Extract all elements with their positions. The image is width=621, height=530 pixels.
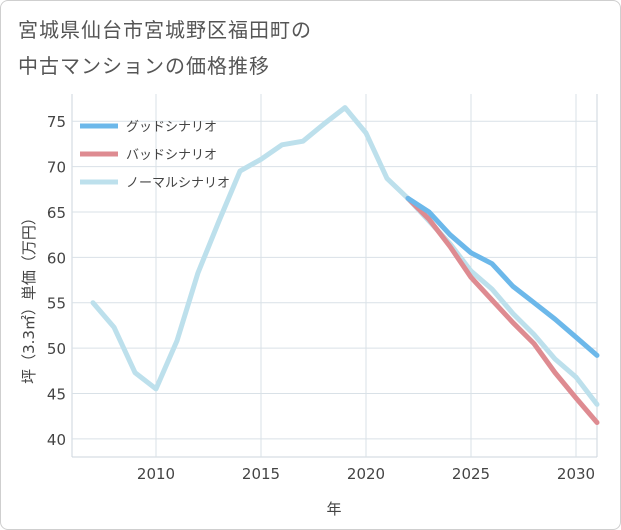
legend-label: ノーマルシナリオ bbox=[126, 176, 230, 191]
legend-label: バッドシナリオ bbox=[126, 148, 217, 163]
x-axis-label: 年 bbox=[326, 500, 341, 518]
y-axis-label: 坪（3.3㎡）単価（万円） bbox=[20, 210, 38, 384]
chart-title-line1: 宮城県仙台市宮城野区福田町の bbox=[18, 18, 312, 42]
series-line-0 bbox=[405, 195, 600, 358]
x-tick-label: 2030 bbox=[557, 465, 595, 483]
series-lines bbox=[90, 105, 600, 425]
y-tick-label: 45 bbox=[47, 385, 66, 403]
y-tick-label: 50 bbox=[47, 340, 66, 358]
grid bbox=[71, 94, 598, 458]
chart-title-line2: 中古マンションの価格推移 bbox=[18, 54, 270, 78]
y-tick-label: 55 bbox=[47, 295, 66, 313]
x-tick-label: 2015 bbox=[242, 465, 280, 483]
series-line-1 bbox=[405, 195, 600, 425]
axis-ticks: 40 45 50 55 60 65 70 75 2010 2015 2020 2025 2030 bbox=[47, 113, 595, 483]
x-tick-label: 2020 bbox=[347, 465, 385, 483]
chart-title: 宮城県仙台市宮城野区福田町の 中古マンションの価格推移 bbox=[18, 12, 312, 84]
y-tick-label: 70 bbox=[47, 159, 66, 177]
y-tick-label: 60 bbox=[47, 249, 66, 267]
legend-label: グッドシナリオ bbox=[126, 120, 217, 135]
x-tick-label: 2025 bbox=[452, 465, 490, 483]
y-tick-label: 40 bbox=[47, 431, 66, 449]
y-tick-label: 75 bbox=[47, 113, 66, 131]
y-tick-label: 65 bbox=[47, 204, 66, 222]
x-tick-label: 2010 bbox=[137, 465, 175, 483]
series-line-2 bbox=[90, 105, 600, 407]
